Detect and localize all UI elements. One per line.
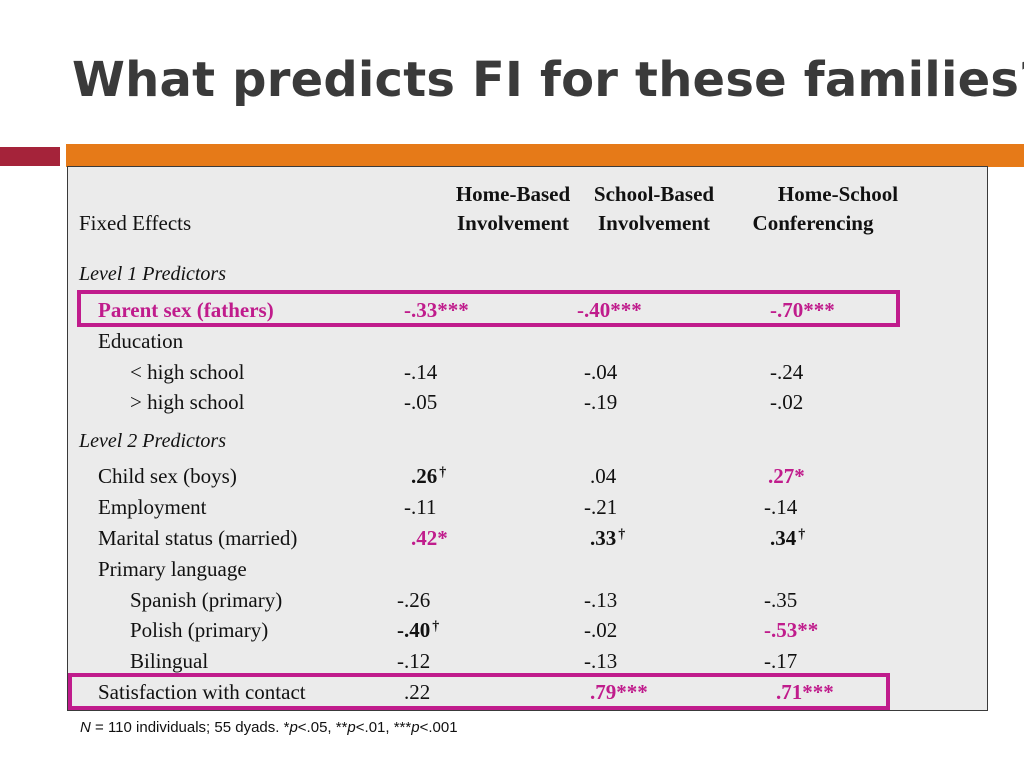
fixed-effects-label: Fixed Effects: [79, 211, 192, 235]
cell-bilingual-school: -.13: [584, 649, 618, 673]
cell-lt-hs-conf: -.24: [770, 360, 804, 384]
highlight-box-satisfaction: [68, 673, 890, 710]
cell-satisfaction-home: .22: [404, 680, 431, 704]
cell-marital-school: .33 †: [590, 526, 626, 550]
level2-section-label: Level 2 Predictors: [79, 430, 227, 452]
dagger-mark: †: [798, 527, 806, 542]
cell-polish-conf: -.53**: [764, 618, 819, 642]
cell-lt-hs-school: -.04: [584, 360, 618, 384]
cell-spanish-school: -.13: [584, 588, 618, 612]
results-table: Home-Based Involvement School-Based Invo…: [67, 166, 988, 711]
cell-child-sex-home: .26 †: [411, 464, 447, 488]
row-label-gt-high-school: > high school: [130, 390, 245, 414]
cell-employment-conf: -.14: [764, 495, 798, 519]
row-label-spanish: Spanish (primary): [130, 588, 283, 612]
cell-employment-school: -.21: [584, 495, 618, 519]
cell-polish-school: -.02: [584, 618, 618, 642]
cell-satisfaction-conf: .71***: [776, 680, 834, 704]
level1-section-label: Level 1 Predictors: [79, 263, 227, 285]
dagger-mark: †: [618, 527, 626, 542]
col-header-home-school-line1: Home-School: [777, 182, 899, 206]
cell-spanish-conf: -.35: [764, 588, 798, 612]
accent-bar-red: [0, 147, 60, 166]
cell-polish-home: -.40 †: [397, 618, 440, 642]
col-header-home-based-line2: Involvement: [457, 211, 569, 235]
cell-satisfaction-school: .79***: [590, 680, 648, 704]
cell-spanish-home: -.26: [397, 588, 431, 612]
cell-parent-sex-conf: -.70***: [770, 298, 835, 322]
dagger-mark: †: [439, 465, 447, 480]
cell-bilingual-conf: -.17: [764, 649, 798, 673]
footnote: N = 110 individuals; 55 dyads. *p<.05, *…: [80, 719, 458, 736]
dagger-mark: †: [432, 619, 440, 634]
row-label-bilingual: Bilingual: [130, 649, 209, 673]
cell-employment-home: -.11: [404, 495, 437, 519]
row-label-primary-language: Primary language: [98, 557, 247, 581]
col-header-school-based-line1: School-Based: [593, 182, 715, 206]
col-header-home-school-line2: Conferencing: [752, 211, 874, 235]
row-label-satisfaction: Satisfaction with contact: [98, 680, 306, 704]
row-label-polish: Polish (primary): [130, 618, 269, 642]
cell-parent-sex-home: -.33***: [404, 298, 469, 322]
row-label-education: Education: [98, 329, 184, 353]
row-label-lt-high-school: < high school: [130, 360, 245, 384]
cell-gt-hs-school: -.19: [584, 390, 618, 414]
cell-parent-sex-school: -.40***: [577, 298, 642, 322]
cell-marital-conf: .34 †: [770, 526, 806, 550]
highlight-box-parent-sex: [77, 290, 900, 327]
row-label-employment: Employment: [98, 495, 207, 519]
accent-bar-orange: [66, 144, 1024, 167]
row-label-child-sex: Child sex (boys): [98, 464, 237, 488]
col-header-home-based-line1: Home-Based: [455, 182, 571, 206]
cell-gt-hs-conf: -.02: [770, 390, 804, 414]
row-label-marital-status: Marital status (married): [98, 526, 298, 550]
row-label-parent-sex: Parent sex (fathers): [98, 298, 274, 322]
col-header-school-based-line2: Involvement: [598, 211, 710, 235]
cell-lt-hs-home: -.14: [404, 360, 438, 384]
cell-bilingual-home: -.12: [397, 649, 431, 673]
cell-gt-hs-home: -.05: [404, 390, 438, 414]
slide-title: What predicts FI for these families?: [72, 52, 1024, 108]
cell-marital-home: .42*: [411, 526, 448, 550]
cell-child-sex-school: .04: [590, 464, 617, 488]
cell-child-sex-conf: .27*: [768, 464, 805, 488]
